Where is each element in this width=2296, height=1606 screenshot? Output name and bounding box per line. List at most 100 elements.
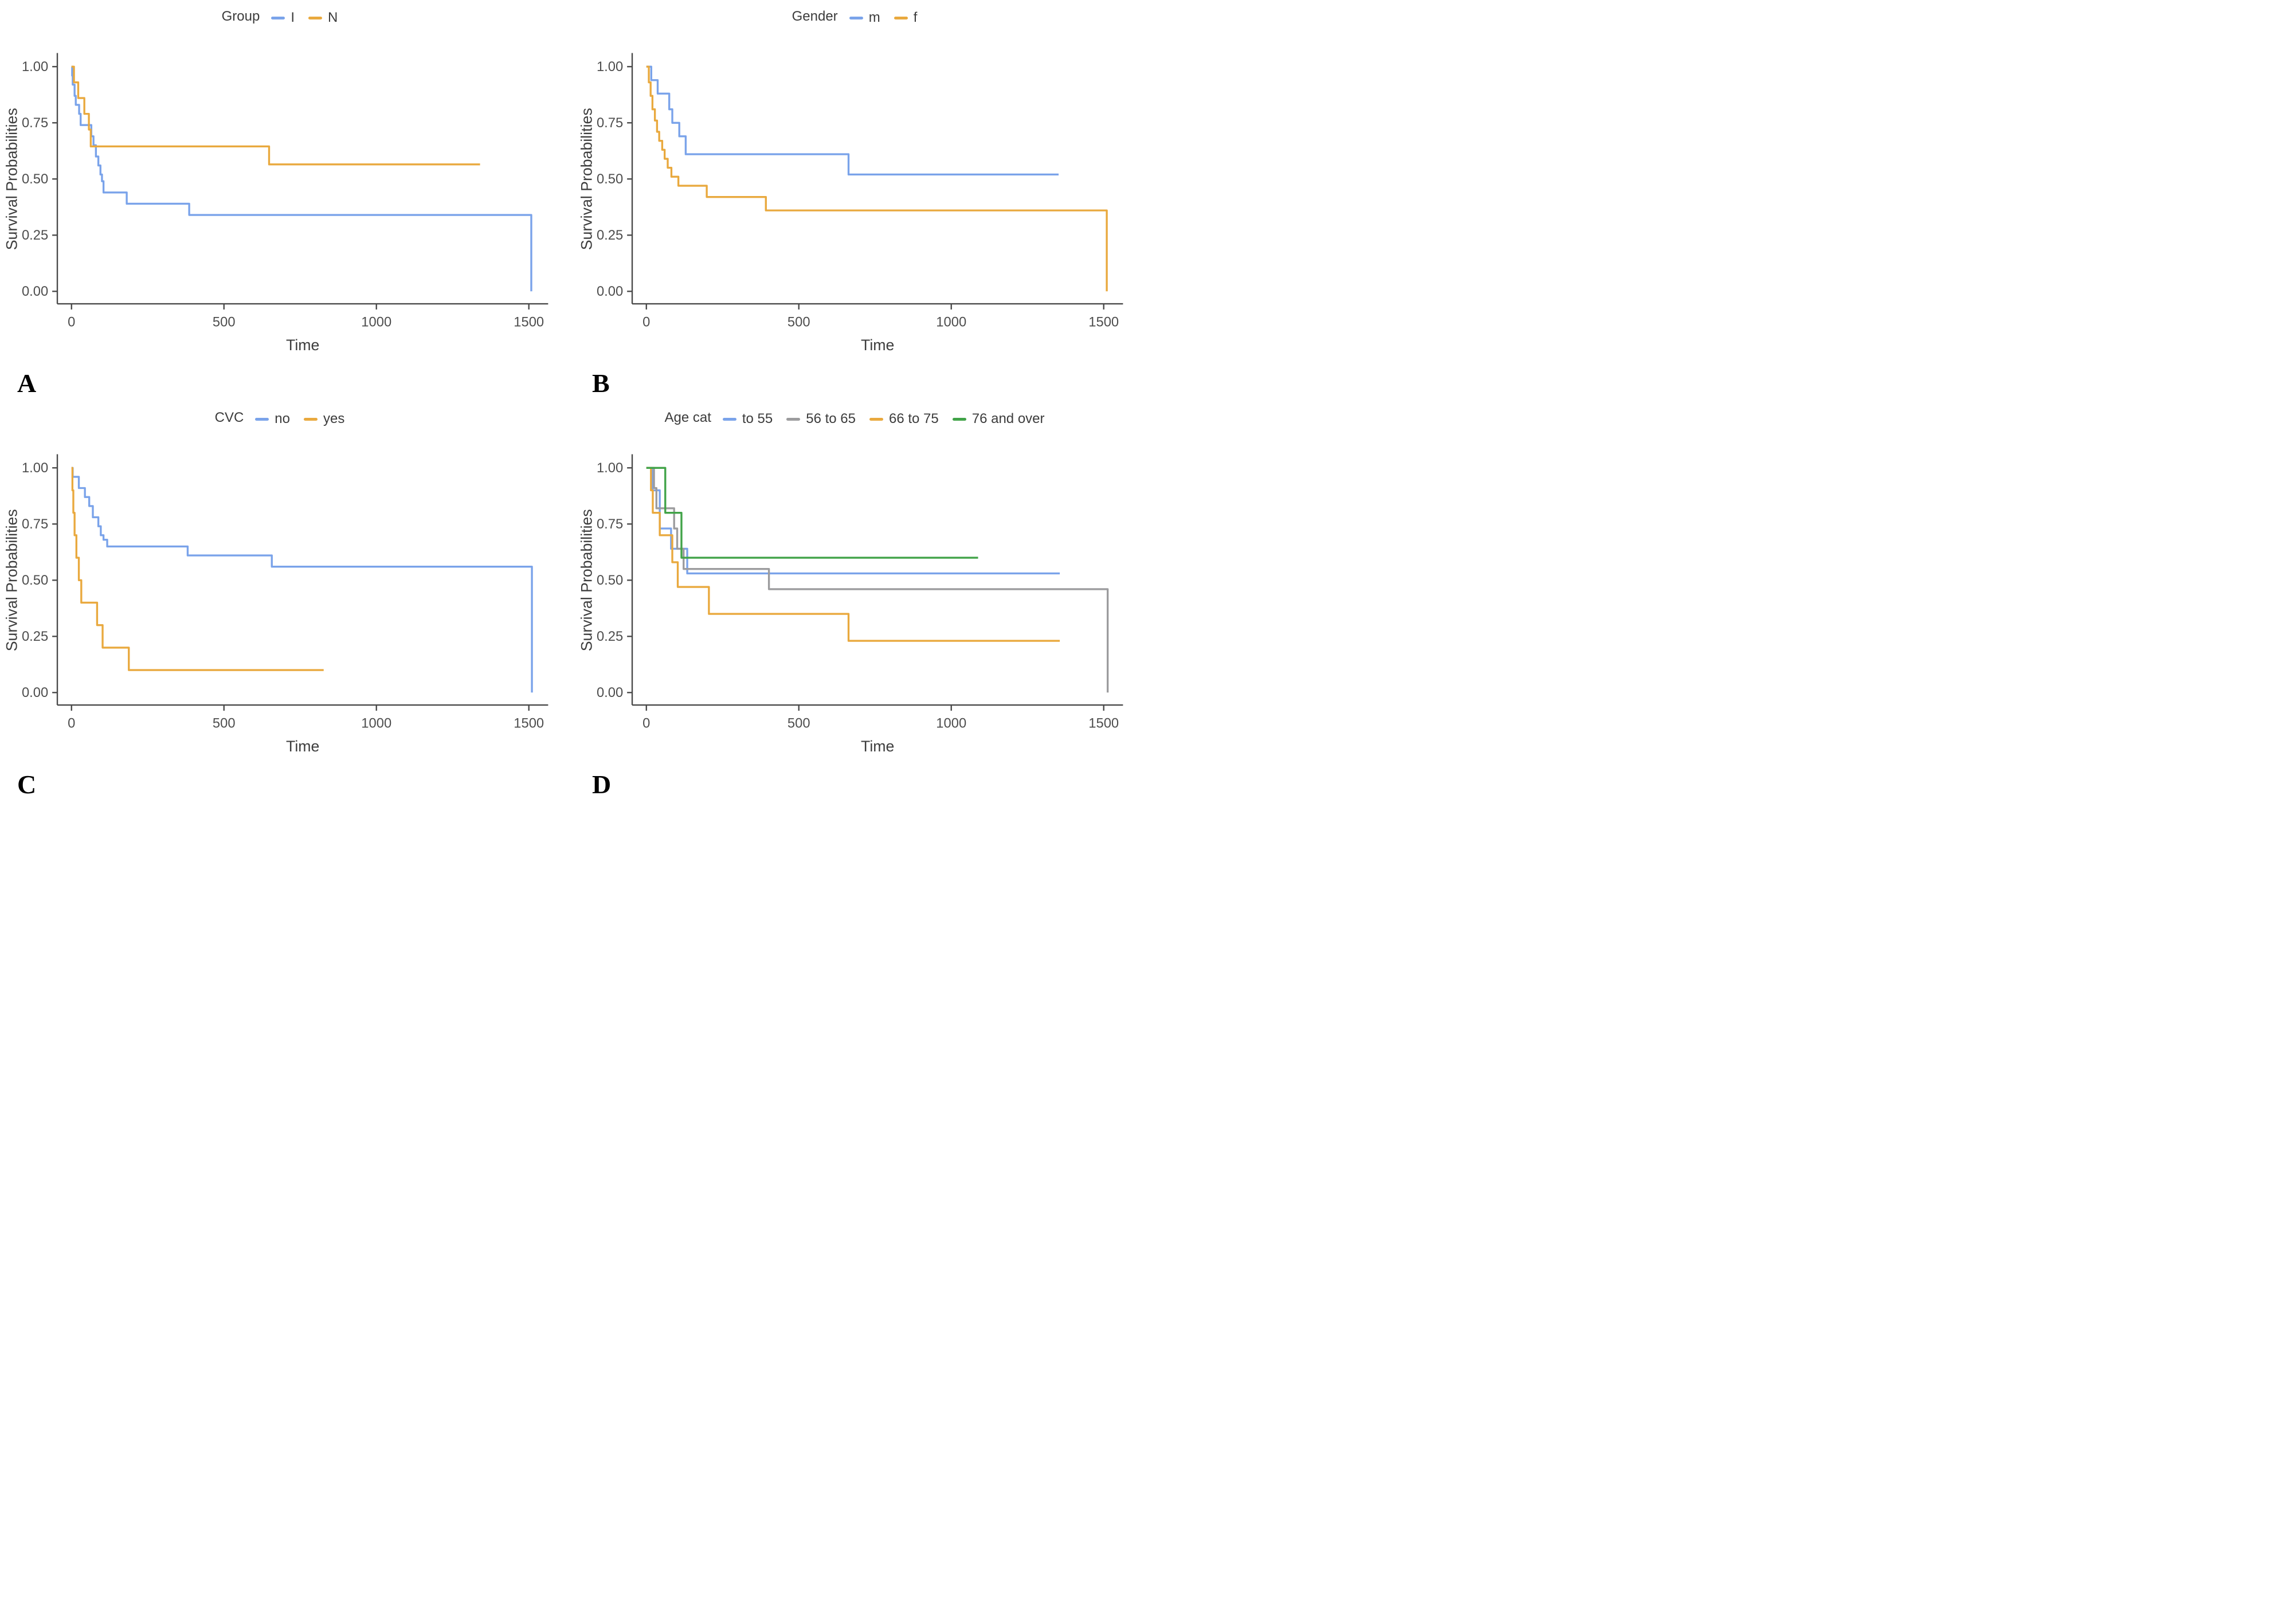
km-figure-C: CVC no yes 0.00 0.25 0.50 0.75 1.00 0 500 1000 15…: [0, 405, 573, 763]
x-tick-label: 1500: [1088, 315, 1119, 330]
legend-D: Age cat to 55 56 to 65 66 to 75 76 and over: [575, 405, 1148, 431]
y-tick-label: 0.50: [597, 573, 623, 588]
y-axis-title: Survival Probabilities: [3, 108, 21, 250]
legend-item-no: no: [255, 411, 290, 427]
x-tick-label: 0: [68, 716, 75, 731]
x-axis-title: Time: [286, 738, 319, 755]
x-tick-label: 1000: [936, 315, 966, 330]
y-tick-label: 0.00: [597, 685, 623, 700]
legend-label-i: I: [291, 10, 295, 26]
legend-item-i: I: [271, 10, 295, 26]
chart-area: 0.00 0.25 0.50 0.75 1.00 0 500 1000 1500 Survival…: [2, 431, 573, 763]
legend-dash-icon-i: [271, 16, 285, 19]
y-tick-label: 0.50: [597, 171, 623, 187]
survival-curve-n: [71, 65, 480, 166]
x-tick-label: 0: [642, 315, 650, 330]
legend-label-to-55: to 55: [742, 411, 773, 427]
y-tick-label: 0.50: [22, 573, 48, 588]
legend-item-f: f: [894, 10, 918, 26]
legend-label-n: N: [328, 10, 338, 26]
panel-letter-C: C: [17, 770, 37, 799]
y-tick-label: 0.00: [22, 284, 48, 299]
legend-dash-icon-56-to-65: [786, 417, 801, 421]
x-tick-label: 500: [787, 716, 810, 731]
legend-item-n: N: [308, 10, 338, 26]
x-tick-label: 0: [68, 315, 75, 330]
legend-title: CVC: [214, 410, 244, 425]
survival-curve-56-to-65: [646, 467, 1109, 693]
legend-label-76-and-over: 76 and over: [971, 411, 1045, 427]
y-tick-label: 1.00: [22, 460, 48, 476]
x-tick-label: 0: [642, 716, 650, 731]
y-tick-label: 1.00: [22, 59, 48, 75]
legend-item-to-55: to 55: [722, 411, 773, 427]
survival-plot-A: 0.00 0.25 0.50 0.75 1.00 0 500 1000 1500 Survival…: [3, 53, 548, 354]
legend-dash-icon-n: [308, 16, 323, 19]
legend-items: to 55 56 to 65 66 to 75 76 and over: [722, 409, 1059, 428]
panel-D: Age cat to 55 56 to 65 66 to 75 76 and over…: [575, 401, 1150, 802]
legend-item-66-to-75: 66 to 75: [869, 411, 939, 427]
survival-curve-m: [646, 65, 1059, 176]
x-tick-label: 1500: [1088, 716, 1119, 731]
legend-dash-icon-f: [894, 16, 908, 19]
legend-dash-icon-no: [255, 417, 269, 421]
survival-curve-no: [71, 467, 533, 693]
survival-plot-D: 0.00 0.25 0.50 0.75 1.00 0 500 1000 1500 Survival…: [578, 454, 1123, 755]
y-tick-label: 0.00: [597, 284, 623, 299]
survival-curve-76-and-over: [646, 467, 978, 559]
survival-curve-f: [646, 65, 1108, 292]
survival-plot-C: 0.00 0.25 0.50 0.75 1.00 0 500 1000 1500 Survival…: [3, 454, 548, 755]
survival-plot-B: 0.00 0.25 0.50 0.75 1.00 0 500 1000 1500 Survival…: [578, 53, 1123, 354]
x-axis-title: Time: [861, 738, 894, 755]
legend-dash-icon-66-to-75: [869, 417, 883, 421]
y-axis-title: Survival Probabilities: [578, 509, 595, 651]
legend-item-yes: yes: [304, 411, 344, 427]
y-tick-label: 0.50: [22, 171, 48, 187]
y-tick-label: 0.25: [597, 629, 623, 644]
x-axis-title: Time: [861, 336, 894, 354]
chart-area: 0.00 0.25 0.50 0.75 1.00 0 500 1000 1500 Survival…: [2, 30, 573, 362]
y-tick-label: 1.00: [597, 460, 623, 476]
legend-label-66-to-75: 66 to 75: [889, 411, 939, 427]
legend-label-f: f: [913, 10, 918, 26]
legend-item-76-and-over: 76 and over: [952, 411, 1045, 427]
survival-curve-to-55: [646, 467, 1060, 575]
panel-C: CVC no yes 0.00 0.25 0.50 0.75 1.00 0 500 1000 15…: [0, 401, 575, 802]
legend-label-m: m: [868, 10, 880, 26]
y-tick-label: 0.75: [597, 115, 623, 131]
y-tick-label: 0.25: [22, 228, 48, 243]
chart-area: 0.00 0.25 0.50 0.75 1.00 0 500 1000 1500 Survival…: [577, 431, 1148, 763]
legend-item-56-to-65: 56 to 65: [786, 411, 856, 427]
x-tick-label: 1500: [514, 315, 544, 330]
y-tick-label: 0.75: [22, 115, 48, 131]
x-tick-label: 500: [213, 315, 236, 330]
x-tick-label: 1000: [361, 315, 391, 330]
x-tick-label: 1500: [514, 716, 544, 731]
y-tick-label: 0.00: [22, 685, 48, 700]
legend-label-no: no: [275, 411, 290, 427]
x-axis-title: Time: [286, 336, 319, 354]
legend-title: Group: [221, 9, 260, 24]
chart-area: 0.00 0.25 0.50 0.75 1.00 0 500 1000 1500 Survival…: [577, 30, 1148, 362]
legend-item-m: m: [849, 10, 880, 26]
legend-items: no yes: [255, 409, 358, 428]
y-tick-label: 1.00: [597, 59, 623, 75]
legend-dash-icon-yes: [304, 417, 318, 421]
legend-title: Age cat: [664, 410, 711, 425]
legend-label-56-to-65: 56 to 65: [806, 411, 856, 427]
y-tick-label: 0.75: [597, 516, 623, 532]
legend-C: CVC no yes: [0, 405, 573, 431]
y-tick-label: 0.25: [597, 228, 623, 243]
y-axis-title: Survival Probabilities: [578, 108, 595, 250]
x-tick-label: 500: [787, 315, 810, 330]
legend-label-yes: yes: [323, 411, 345, 427]
y-axis-title: Survival Probabilities: [3, 509, 21, 651]
panel-letter-B: B: [592, 369, 610, 398]
